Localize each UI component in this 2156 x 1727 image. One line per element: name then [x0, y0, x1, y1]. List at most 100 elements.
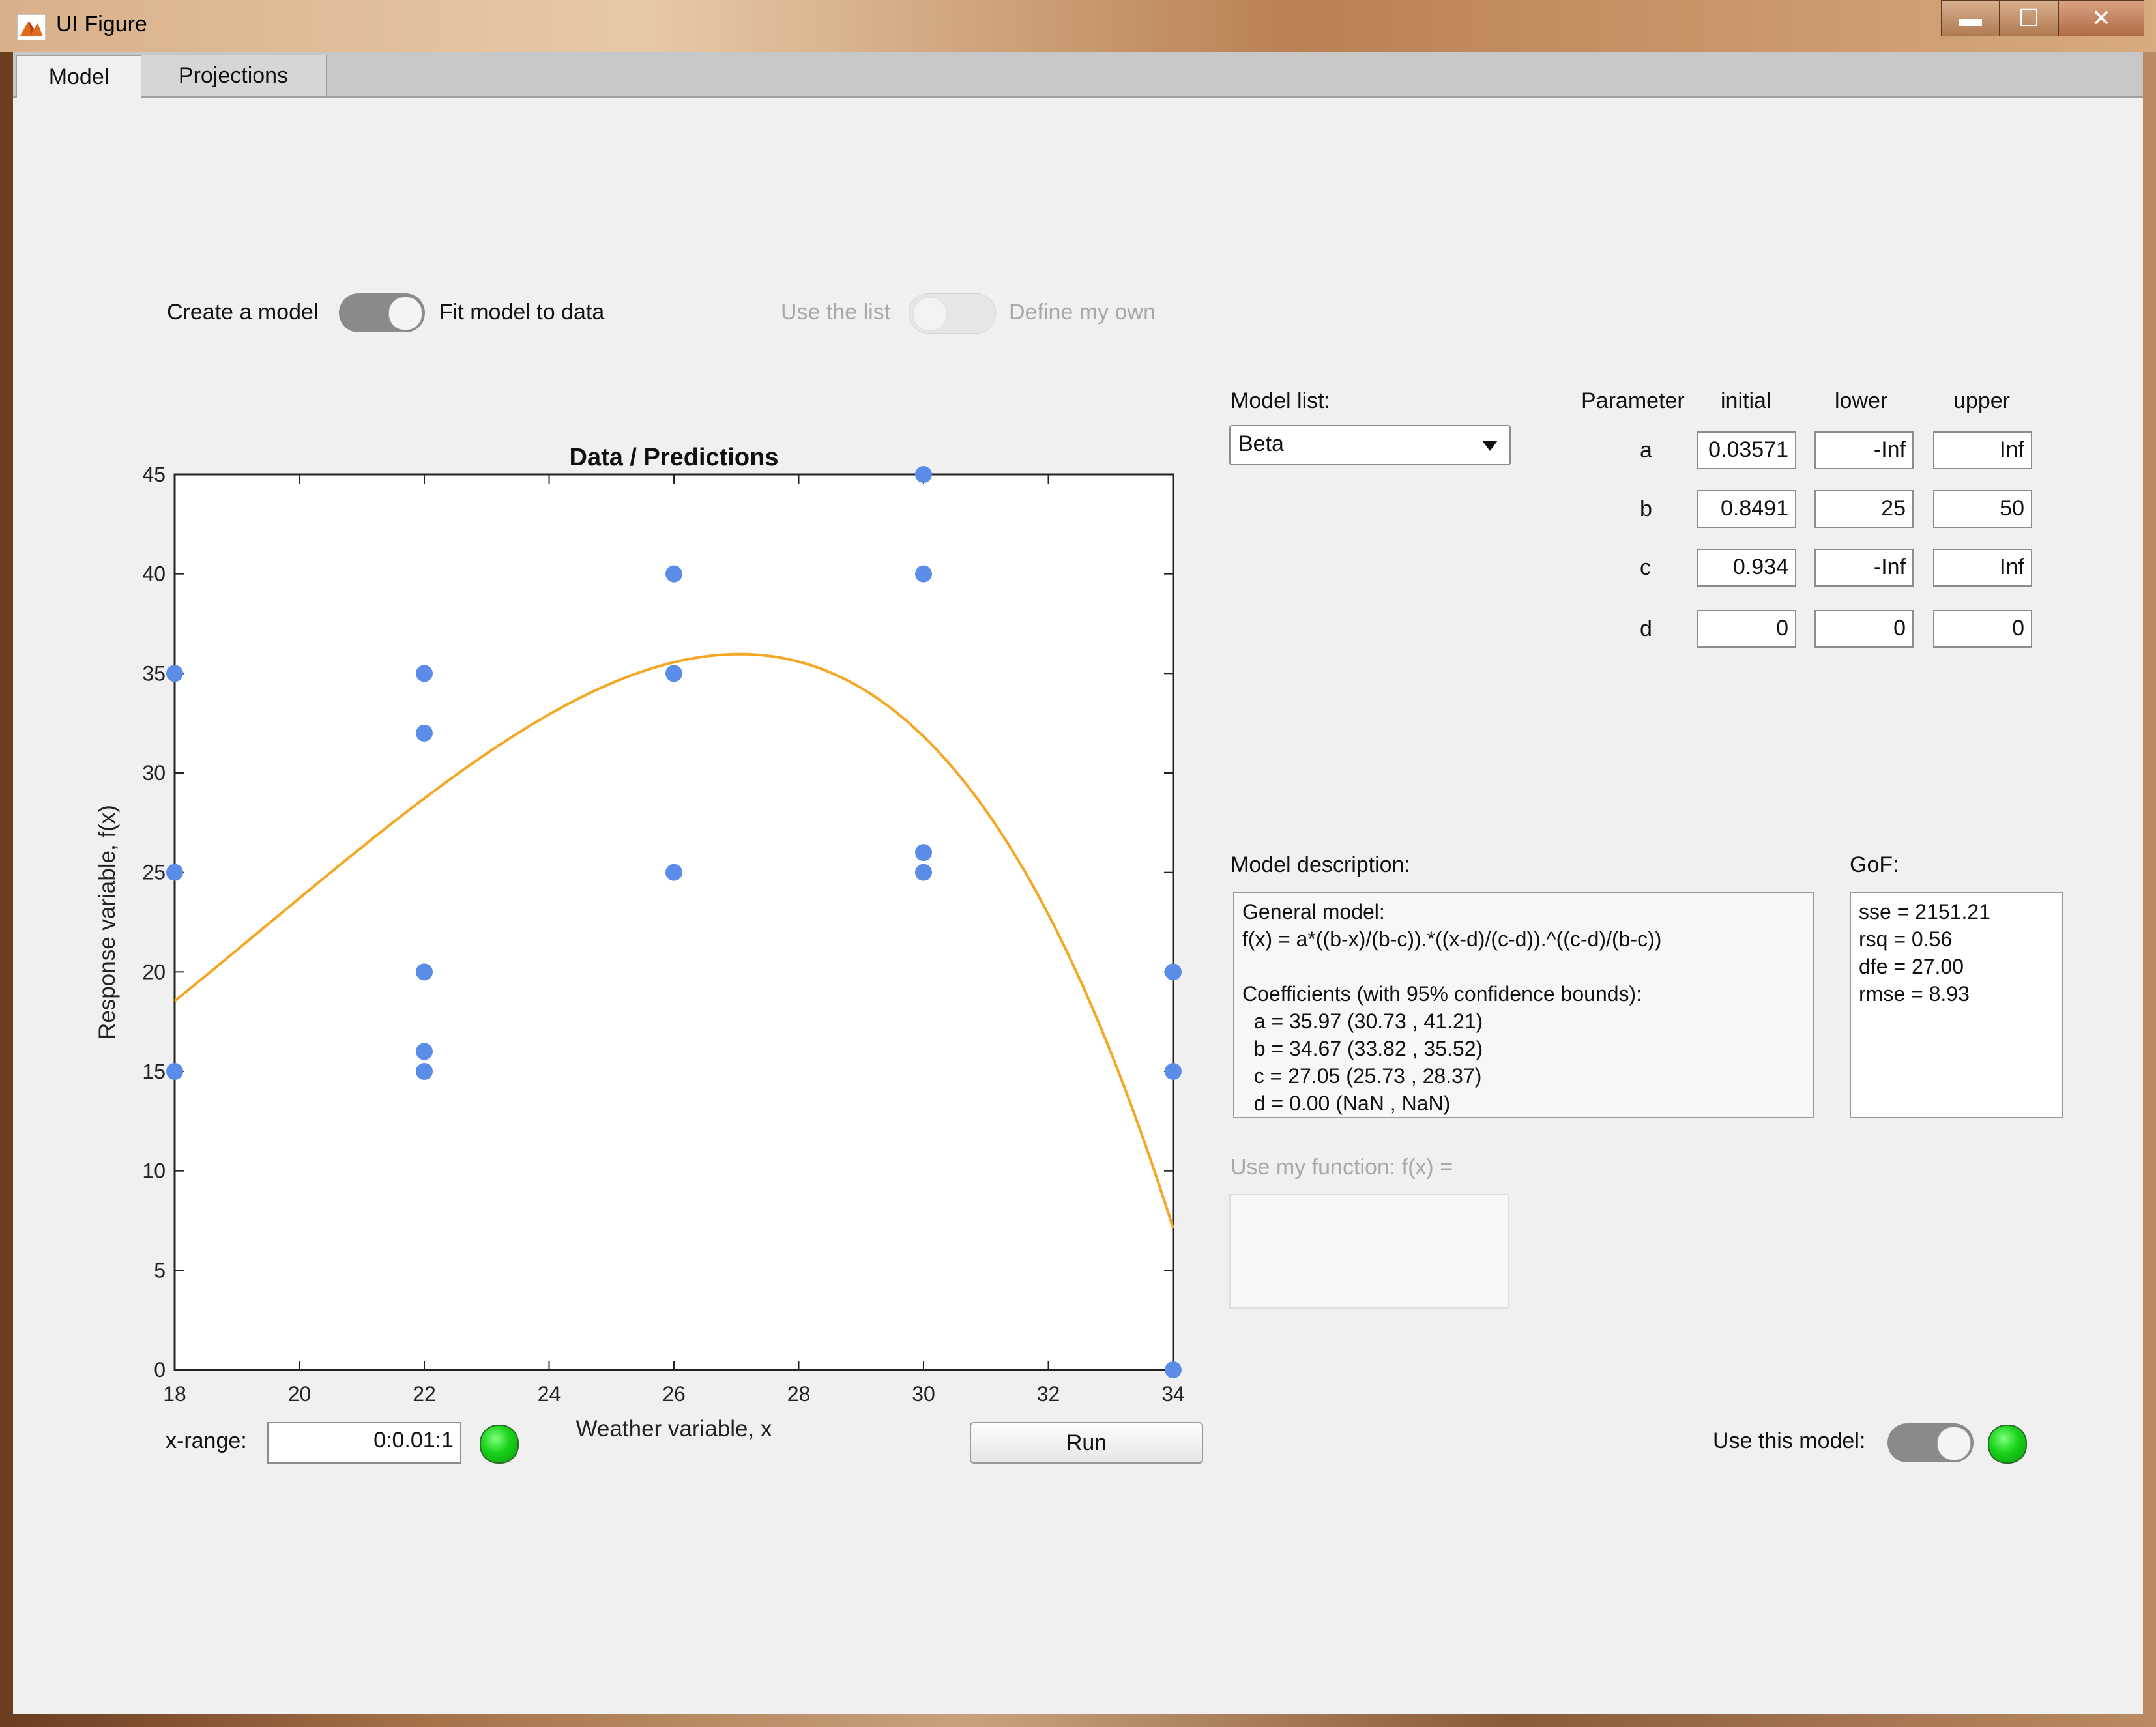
- figure-client-area: Model Projections Create a model Fit mod…: [13, 52, 2143, 1714]
- toggle-knob: [913, 297, 947, 331]
- model-curve: [173, 652, 1174, 1229]
- param-b-upper-input[interactable]: 50: [1933, 490, 2032, 528]
- data-point: [416, 963, 433, 981]
- y-tick-label: 20: [142, 960, 166, 983]
- param-d-initial-input[interactable]: 0: [1697, 610, 1796, 648]
- param-a-upper-input[interactable]: Inf: [1933, 431, 2032, 469]
- x-tick-label: 18: [163, 1382, 186, 1406]
- param-a-lower-input[interactable]: -Inf: [1814, 431, 1914, 469]
- x-tick-label: 34: [1161, 1382, 1185, 1406]
- x-tick-label: 28: [787, 1382, 811, 1406]
- param-header-upper: upper: [1953, 388, 2010, 413]
- y-tick-label: 35: [142, 661, 166, 685]
- y-tick-label: 5: [154, 1258, 166, 1282]
- matlab-icon: [17, 14, 46, 40]
- data-point: [915, 864, 932, 881]
- model-description-label: Model description:: [1231, 852, 1410, 877]
- param-c-lower-input[interactable]: -Inf: [1814, 549, 1914, 587]
- custom-function-label: Use my function: f(x) =: [1231, 1155, 1453, 1180]
- create-model-label: Create a model: [167, 300, 319, 325]
- model-list-label: Model list:: [1231, 388, 1331, 413]
- param-c-initial-input[interactable]: 0.934: [1697, 549, 1796, 587]
- y-tick-label: 30: [142, 761, 166, 785]
- x-tick-label: 24: [538, 1382, 561, 1406]
- data-point: [1165, 1063, 1182, 1080]
- run-button[interactable]: Run: [970, 1422, 1203, 1464]
- param-name-b: b: [1640, 497, 1652, 521]
- data-point: [915, 466, 932, 483]
- data-point: [665, 665, 682, 682]
- mode-toggle-switch[interactable]: [339, 293, 425, 332]
- data-point: [166, 864, 183, 881]
- window-title: UI Figure: [56, 12, 147, 36]
- model-source-toggle-switch[interactable]: [909, 293, 996, 334]
- fit-model-label: Fit model to data: [439, 300, 605, 325]
- close-button[interactable]: ✕: [2058, 0, 2144, 36]
- tab-model[interactable]: Model: [16, 55, 142, 98]
- x-tick-label: 20: [288, 1382, 312, 1406]
- xrange-label: x-range:: [166, 1429, 247, 1453]
- plot-area: [173, 473, 1174, 1371]
- param-d-upper-input[interactable]: 0: [1933, 610, 2032, 648]
- y-axis-label: Response variable, f(x): [95, 805, 120, 1039]
- data-point: [416, 724, 433, 742]
- model-list-selected: Beta: [1238, 431, 1284, 456]
- use-list-label: Use the list: [781, 300, 891, 325]
- model-description-text: General model: f(x) = a*((b-x)/(b-c)).*(…: [1233, 892, 1814, 1118]
- maximize-button[interactable]: ☐: [2000, 0, 2058, 36]
- custom-function-input[interactable]: [1229, 1194, 1509, 1309]
- tab-projections[interactable]: Projections: [141, 55, 327, 96]
- y-tick-label: 15: [142, 1060, 166, 1083]
- data-point: [915, 844, 932, 862]
- tab-bar: Model Projections: [13, 52, 2143, 98]
- param-d-lower-input[interactable]: 0: [1814, 610, 1914, 648]
- y-tick-label: 0: [154, 1358, 166, 1382]
- data-point: [665, 565, 682, 583]
- param-name-d: d: [1640, 617, 1652, 641]
- data-point: [166, 665, 183, 682]
- y-tick-label: 40: [142, 562, 166, 586]
- x-tick-label: 30: [912, 1382, 935, 1406]
- gof-label: GoF:: [1850, 852, 1899, 877]
- xrange-status-lamp: [480, 1425, 519, 1464]
- param-b-initial-input[interactable]: 0.8491: [1697, 490, 1796, 528]
- y-tick-label: 10: [142, 1159, 166, 1183]
- use-model-status-lamp: [1988, 1425, 2027, 1464]
- gof-text: sse = 2151.21 rsq = 0.56 dfe = 27.00 rms…: [1850, 892, 2063, 1118]
- data-point: [166, 1063, 183, 1080]
- param-c-upper-input[interactable]: Inf: [1933, 549, 2032, 587]
- data-point: [416, 665, 433, 682]
- data-point: [665, 864, 682, 881]
- param-b-lower-input[interactable]: 25: [1814, 490, 1914, 528]
- param-name-c: c: [1640, 555, 1651, 580]
- xrange-input[interactable]: 0:0.01:1: [267, 1422, 461, 1464]
- define-own-label: Define my own: [1009, 300, 1156, 325]
- x-tick-label: 22: [413, 1382, 436, 1406]
- data-point: [416, 1043, 433, 1060]
- chevron-down-icon: [1482, 441, 1498, 451]
- x-axis-label: Weather variable, x: [576, 1416, 772, 1442]
- data-point: [1165, 1361, 1182, 1378]
- param-header-lower: lower: [1835, 388, 1888, 413]
- data-point: [1165, 963, 1182, 981]
- x-tick-label: 32: [1037, 1382, 1060, 1406]
- toggle-knob: [1937, 1427, 1971, 1460]
- x-tick-label: 26: [662, 1382, 686, 1406]
- param-a-initial-input[interactable]: 0.03571: [1697, 431, 1796, 469]
- param-name-a: a: [1640, 438, 1652, 463]
- use-model-label: Use this model:: [1713, 1429, 1866, 1453]
- toggle-knob: [388, 297, 422, 330]
- data-point: [915, 565, 932, 583]
- param-header-parameter: Parameter: [1581, 388, 1685, 413]
- chart-title: Data / Predictions: [570, 444, 779, 471]
- data-predictions-chart: Data / Predictions 18 20 22 24 26 28 30 32 34 0 5 10…: [95, 444, 1185, 1442]
- y-tick-label: 45: [142, 463, 166, 486]
- title-bar: UI Figure ▬ ☐ ✕: [0, 0, 2156, 52]
- param-header-initial: initial: [1721, 388, 1771, 413]
- data-point: [416, 1063, 433, 1080]
- minimize-button[interactable]: ▬: [1941, 0, 2000, 36]
- model-list-dropdown[interactable]: Beta: [1229, 425, 1511, 465]
- use-model-toggle-switch[interactable]: [1887, 1423, 1974, 1462]
- y-tick-label: 25: [142, 861, 166, 884]
